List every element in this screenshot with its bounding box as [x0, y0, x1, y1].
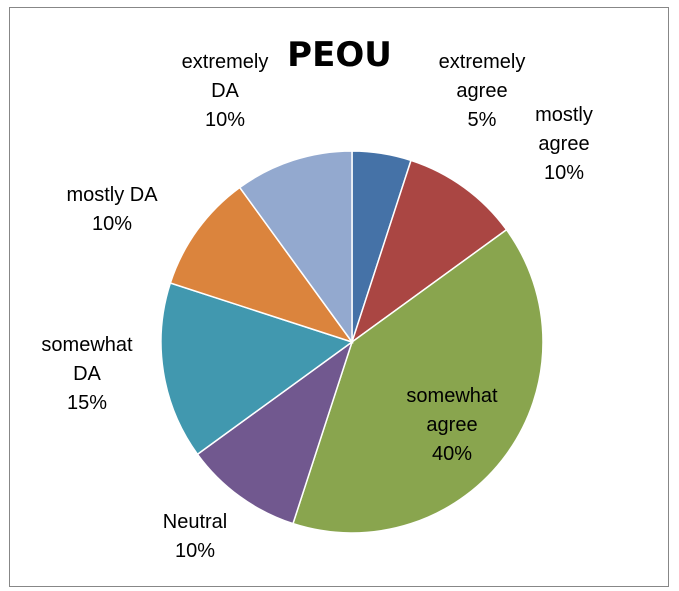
pie-slice-mostly-da [169, 186, 354, 344]
pie-slice-somewhat-agree [292, 228, 544, 534]
pie-slice-somewhat-da [160, 282, 354, 456]
data-label-somewhat-agree: somewhat agree 40% [406, 385, 498, 465]
data-label-mostly-agree: mostly agree 10% [535, 104, 593, 184]
pie-slice-extremely-da [238, 150, 353, 345]
data-label-neutral: Neutral 10% [163, 511, 227, 562]
data-label-extremely-da: extremely DA 10% [182, 51, 269, 131]
data-label-extremely-agree: extremely agree 5% [439, 51, 526, 131]
data-label-mostly-da: mostly DA 10% [66, 184, 158, 235]
pie-slice-mostly-agree [350, 159, 508, 344]
data-label-somewhat-da: somewhat DA 15% [41, 334, 133, 414]
chart-title: PEOU [287, 35, 392, 75]
pie-slice-neutral [196, 340, 354, 525]
